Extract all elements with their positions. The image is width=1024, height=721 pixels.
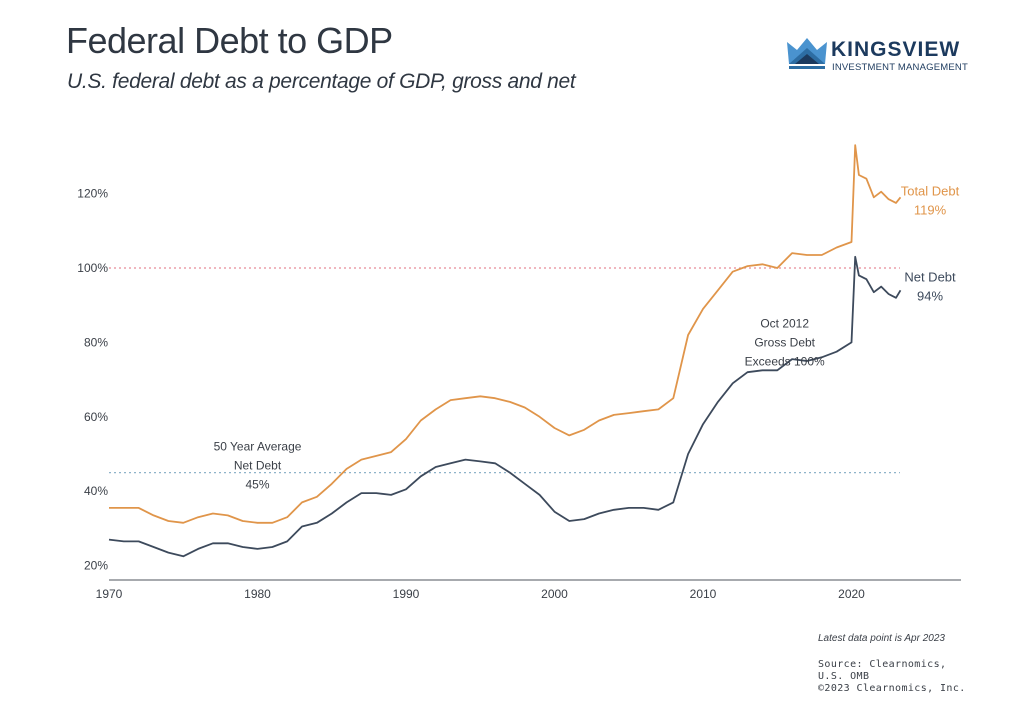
crown-icon	[787, 38, 827, 69]
end-labels: Total Debt 119% Net Debt 94%	[901, 183, 960, 303]
x-tick-label: 2020	[838, 587, 865, 601]
avg-annotation-line: 45%	[245, 477, 269, 491]
y-tick-label: 40%	[84, 484, 108, 498]
page-subtitle: U.S. federal debt as a percentage of GDP…	[67, 70, 576, 93]
source-line: ©2023 Clearnomics, Inc.	[818, 683, 966, 694]
source-line: Source: Clearnomics,	[818, 659, 947, 670]
oct-2012-annotation-line: Exceeds 100%	[745, 355, 825, 369]
end-label-name: Net Debt	[904, 269, 956, 284]
oct-2012-annotation-line: Oct 2012	[760, 317, 809, 331]
x-axis: 1970 1980 1990 2000 2010 2020	[96, 587, 866, 601]
x-tick-label: 1990	[393, 587, 420, 601]
oct-2012-annotation-line: Gross Debt	[754, 336, 815, 350]
y-axis: 20% 40% 60% 80% 100% 120%	[77, 187, 108, 573]
x-tick-label: 1970	[96, 587, 123, 601]
series-line-total-debt	[109, 144, 902, 524]
end-label-name: Total Debt	[901, 183, 960, 198]
end-label-value: 94%	[917, 288, 943, 303]
avg-annotation-line: 50 Year Average	[214, 439, 302, 453]
y-tick-label: 100%	[77, 261, 108, 275]
page-title: Federal Debt to GDP	[66, 20, 393, 61]
end-label-value: 119%	[914, 202, 947, 217]
source-credit: Source: Clearnomics, U.S. OMB ©2023 Clea…	[818, 659, 966, 695]
logo-name: KINGSVIEW	[831, 38, 961, 61]
x-tick-label: 2010	[690, 587, 717, 601]
source-line: U.S. OMB	[818, 671, 870, 682]
avg-annotation-line: Net Debt	[234, 458, 282, 472]
series-group	[108, 144, 902, 558]
y-tick-label: 20%	[84, 559, 108, 573]
annotations: 50 Year Average Net Debt 45% Oct 2012 Gross …	[214, 317, 825, 492]
reference-lines	[109, 267, 900, 474]
logo-tagline: INVESTMENT MANAGEMENT	[832, 62, 968, 73]
y-tick-label: 120%	[77, 187, 108, 201]
y-tick-label: 60%	[84, 410, 108, 424]
kingsview-logo: KINGSVIEW INVESTMENT MANAGEMENT	[787, 36, 977, 78]
y-tick-label: 80%	[84, 335, 108, 349]
series-line-net-debt	[108, 255, 902, 558]
latest-data-note: Latest data point is Apr 2023	[818, 633, 945, 644]
x-tick-label: 2000	[541, 587, 568, 601]
x-tick-label: 1980	[244, 587, 271, 601]
